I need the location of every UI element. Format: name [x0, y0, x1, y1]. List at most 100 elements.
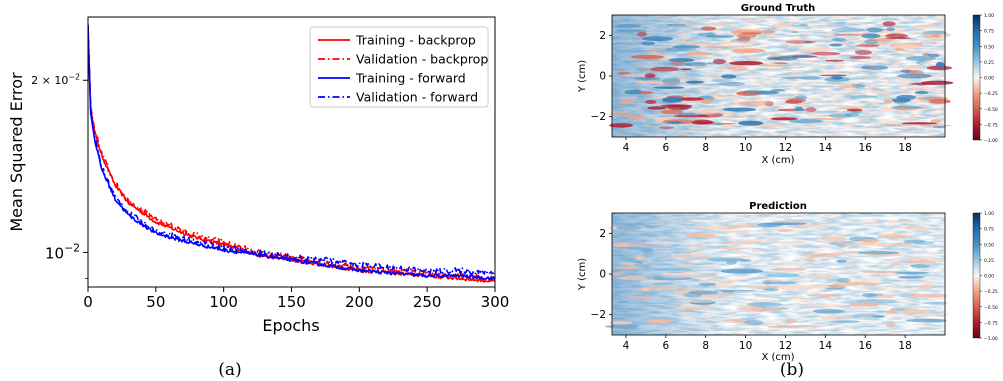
heatmap-streak	[830, 27, 865, 33]
y-axis-ticks: 2 0 −2	[591, 30, 612, 123]
heatmap-streak	[780, 76, 806, 79]
heatmap-streak	[644, 73, 656, 78]
heatmap-streak	[612, 272, 623, 277]
heatmap-streak	[915, 287, 931, 290]
heatmap-streak	[845, 282, 886, 285]
colorbar-ticks: 1.00 0.75 0.50 0.25 0.00 −0.25 −0.50 −0.75 −1.00	[980, 211, 998, 342]
heatmap-streak	[797, 272, 806, 277]
heatmap-streak	[743, 89, 767, 95]
heatmap-streak	[803, 41, 813, 44]
heatmap-streak	[751, 249, 763, 253]
y-tick-label: 0	[599, 71, 606, 83]
heatmap-streak	[661, 109, 684, 115]
heatmap-streak	[624, 89, 642, 95]
x-tick-label: 100	[209, 293, 238, 311]
heatmap-streak	[676, 312, 699, 315]
heatmap-streak	[763, 288, 779, 291]
heatmap-streak	[639, 280, 671, 283]
heatmap-streak	[798, 24, 809, 27]
heatmap-streak	[673, 274, 715, 278]
heatmap-streak	[734, 223, 761, 225]
prediction-heatmap: Prediction 4 6 8 10 12 14 16 18 20−2 X (cm) Y (…	[577, 201, 998, 363]
heatmap-streak	[743, 320, 764, 326]
heatmap-streak	[805, 107, 817, 112]
heatmap-streak	[828, 113, 853, 119]
heatmap-streak	[738, 120, 764, 126]
heatmap-streak	[849, 55, 872, 59]
heatmap-streak	[755, 64, 789, 67]
heatmap-streak	[879, 107, 915, 112]
heatmap-streak	[698, 282, 717, 287]
heatmap-streak	[798, 51, 812, 53]
heatmap-streak	[641, 36, 674, 42]
heatmap-streak	[803, 303, 846, 308]
heatmap-streak	[739, 259, 752, 262]
heatmap-streak	[712, 122, 724, 126]
heatmap-streak	[627, 115, 648, 120]
x-tick-label: 16	[859, 340, 873, 352]
colorbar-tick-label: 1.00	[984, 211, 994, 217]
heatmap-streak	[617, 300, 628, 304]
heatmap-streak	[705, 32, 716, 36]
y-axis-label: Y (cm)	[577, 60, 588, 93]
heatmap-streak	[930, 119, 941, 123]
heatmap-streak	[885, 37, 912, 39]
heatmap-streak	[920, 62, 932, 65]
colorbar-tick-label: 0.75	[984, 29, 994, 35]
heatmap-streak	[722, 116, 745, 119]
heatmap-streak	[619, 99, 633, 104]
heatmap-streak	[679, 263, 695, 266]
heatmap-streak	[910, 264, 930, 268]
heatmap-streak	[761, 29, 776, 34]
heatmap-streak	[905, 318, 947, 323]
heatmap-streak	[856, 44, 880, 47]
heatmap-streak	[692, 109, 720, 115]
heatmap-streak	[666, 23, 687, 27]
x-tick-label: 14	[819, 142, 833, 154]
caption-b: (b)	[780, 360, 804, 380]
x-tick-label: 6	[662, 340, 669, 352]
heatmap-streak	[644, 241, 681, 245]
heatmap-streak	[927, 53, 940, 58]
heatmap-streak	[649, 66, 680, 72]
heatmap-streak	[788, 224, 831, 229]
heatmap-streak	[872, 315, 885, 318]
heatmap-streak	[905, 293, 948, 298]
heatmap-streak	[876, 286, 902, 292]
heatmap-streak	[904, 257, 944, 261]
heatmap-streak	[832, 37, 846, 42]
heatmap-streak	[830, 75, 843, 80]
heatmap-streak	[641, 41, 656, 46]
heatmap-streak	[885, 310, 900, 314]
heatmap-title: Prediction	[749, 201, 807, 212]
heatmap-streak	[899, 260, 937, 264]
x-tick-label: 14	[819, 340, 833, 352]
heatmap-streak	[633, 77, 661, 81]
heatmap-streak	[764, 273, 801, 278]
heatmap-streak	[767, 264, 805, 266]
heatmap-streak	[610, 111, 631, 117]
heatmap-streaks	[609, 21, 954, 129]
heatmap-streak	[656, 50, 679, 53]
heatmap-streak	[895, 271, 930, 275]
heatmap-streak	[875, 310, 888, 312]
heatmap-streak	[716, 247, 750, 250]
heatmap-streak	[800, 253, 840, 258]
heatmap-streak	[719, 228, 753, 234]
heatmap-streak	[886, 27, 895, 32]
heatmap-streak	[899, 309, 927, 315]
heatmap-streak	[860, 270, 903, 274]
heatmap-streak	[819, 74, 847, 77]
y-tick-label: 2	[599, 30, 606, 42]
x-tick-label: 8	[702, 340, 709, 352]
heatmap-streak	[867, 38, 896, 42]
heatmap-streak	[731, 48, 766, 53]
heatmap-streak	[647, 106, 667, 110]
y-axis-label: Mean Squared Error	[7, 72, 26, 232]
heatmap-streak	[908, 86, 935, 92]
heatmap-streak	[684, 61, 707, 67]
heatmap-streak	[810, 285, 831, 289]
heatmap-streak	[721, 124, 733, 129]
colorbar-tick-label: 1.00	[984, 13, 994, 19]
colorbar-tick-label: 0.50	[984, 242, 994, 248]
